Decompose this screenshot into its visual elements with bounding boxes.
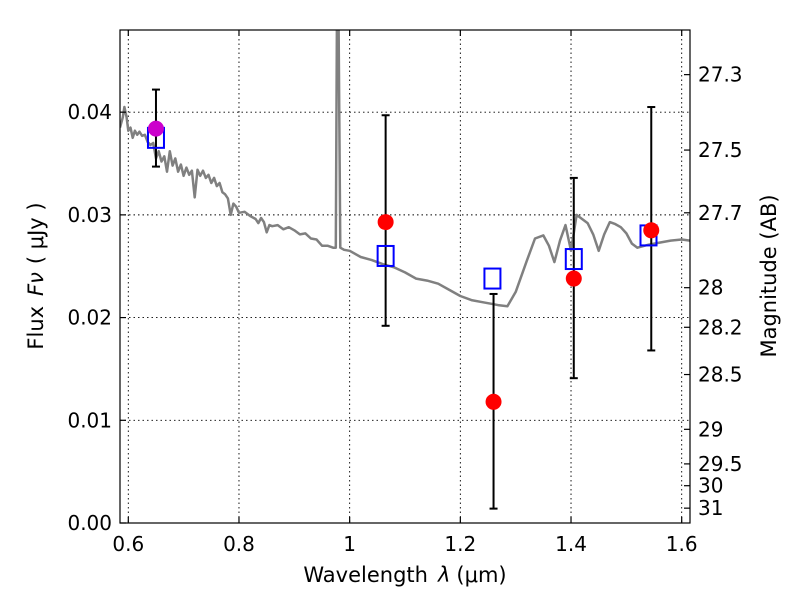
y2-tick-label: 28 bbox=[698, 276, 723, 300]
y-axis-label: Flux Fν ( μJy ) bbox=[24, 202, 48, 349]
x-axis-label: Wavelength λ (μm) bbox=[303, 563, 506, 587]
grid bbox=[120, 30, 690, 524]
sed-model-line bbox=[120, 30, 690, 308]
y-axis-label-symbol: Fν bbox=[24, 272, 48, 296]
x-tick-label: 1.6 bbox=[666, 532, 698, 556]
y-axis-label-text: Flux bbox=[24, 306, 48, 350]
y2-tick-label: 28.5 bbox=[698, 363, 743, 387]
sed-line-series bbox=[120, 30, 690, 308]
y2-tick-label: 28.2 bbox=[698, 315, 743, 339]
y2-tick-label: 29 bbox=[698, 417, 723, 441]
y2-tick-label: 31 bbox=[698, 496, 723, 520]
x-axis-label-text: Wavelength bbox=[303, 563, 428, 587]
y-tick-label: 0.00 bbox=[67, 511, 112, 535]
model-flux-square-marker bbox=[376, 244, 395, 267]
observed-flux-circle-marker bbox=[565, 270, 582, 287]
y-tick-label: 0.03 bbox=[67, 203, 112, 227]
model-flux-square-marker bbox=[483, 267, 502, 290]
x-tick-label: 1.2 bbox=[444, 532, 476, 556]
markers bbox=[146, 120, 660, 410]
y2-tick-label: 30 bbox=[698, 474, 723, 498]
y-tick-label: 0.04 bbox=[67, 100, 112, 124]
ticks bbox=[120, 30, 690, 524]
observed-flux-circle-marker bbox=[377, 214, 394, 231]
observed-flux-circle-marker bbox=[643, 222, 660, 239]
y-tick-label: 0.01 bbox=[67, 408, 112, 432]
model-flux-square-marker bbox=[564, 248, 583, 271]
plot-frame bbox=[119, 29, 691, 524]
observed-flux-circle-marker bbox=[485, 393, 502, 410]
y-axis-label-unit: ( μJy ) bbox=[24, 202, 48, 264]
y-tick-label: 0.02 bbox=[67, 306, 112, 330]
x-axis-label-symbol: λ bbox=[437, 563, 450, 587]
observed-flux-circle-marker bbox=[147, 120, 164, 137]
y2-tick-label: 29.5 bbox=[698, 452, 743, 476]
x-tick-label: 0.8 bbox=[223, 532, 255, 556]
y2-tick-label: 27.7 bbox=[698, 201, 743, 225]
error-bars bbox=[151, 88, 656, 510]
x-tick-label: 0.6 bbox=[112, 532, 144, 556]
tick-labels: 0.6 0.8 1 1.2 1.4 1.6 0.00 0.01 0.02 0.03 0.04 27.3… bbox=[67, 63, 742, 556]
x-axis-label-unit: (μm) bbox=[456, 563, 506, 587]
x-tick-label: 1.4 bbox=[555, 532, 587, 556]
y2-tick-label: 27.3 bbox=[698, 63, 743, 87]
y2-axis-label: Magnitude (AB) bbox=[757, 194, 781, 357]
y2-tick-label: 27.5 bbox=[698, 138, 743, 162]
x-tick-label: 1 bbox=[343, 532, 356, 556]
